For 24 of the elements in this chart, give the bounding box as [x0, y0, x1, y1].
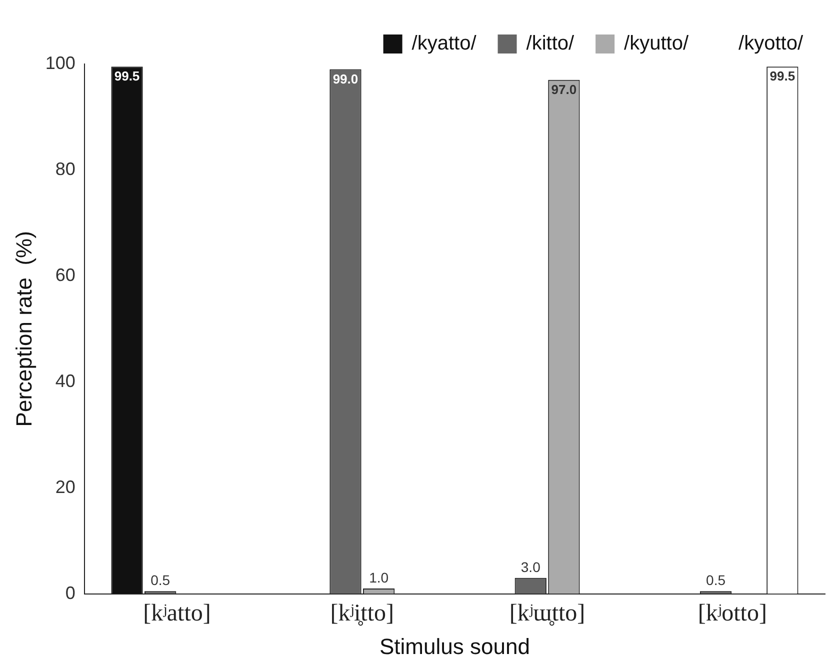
data-label: 99.0	[332, 71, 358, 86]
y-tick-label: 100	[45, 52, 76, 73]
data-label: 0.5	[706, 572, 726, 588]
x-tick-label: [kʲatto]	[143, 600, 211, 626]
series-label: /kyotto/	[738, 32, 804, 55]
data-label: 0.5	[150, 572, 170, 588]
y-tick-label: 20	[55, 476, 76, 497]
y-tick-label: 80	[55, 158, 76, 179]
legend-label: /kitto/	[526, 32, 574, 55]
y-tick-label: 60	[55, 264, 76, 285]
y-axis-title: Perception rate (%)	[11, 231, 36, 427]
legend-label: /kyatto/	[412, 32, 477, 55]
y-tick-label: 40	[55, 370, 76, 391]
y-tick-label: 0	[65, 582, 76, 603]
data-label: 99.5	[770, 68, 796, 84]
x-axis-title: Stimulus sound	[380, 634, 530, 659]
legend-label: /kyutto/	[624, 32, 689, 55]
data-label: 97.0	[551, 82, 577, 97]
data-label: 99.5	[114, 68, 140, 84]
data-label: 3.0	[520, 558, 541, 575]
data-label: 1.0	[369, 569, 389, 586]
x-tick-label: [kʲotto]	[698, 600, 767, 626]
x-tick-label: [kʲɯ̥tto]	[509, 600, 586, 626]
x-tick-label: [kʲi̥tto]	[330, 600, 394, 626]
